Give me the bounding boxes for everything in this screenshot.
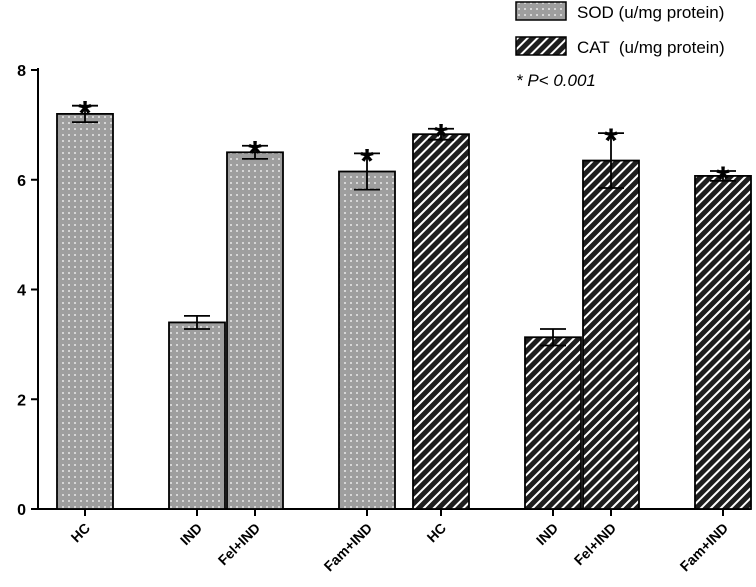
legend-swatch-sod (515, 1, 567, 21)
y-tick-label-4: 4 (17, 283, 26, 300)
x-tick-label-sod-2: Fel+IND (215, 520, 263, 568)
y-tick-label-6: 6 (17, 173, 26, 190)
significance-star-cat-3: * (716, 160, 730, 198)
bar-sod-hc (56, 113, 114, 510)
legend-item-sod: SOD (u/mg protein) (515, 1, 724, 22)
bar-sod-fam-ind (338, 170, 396, 510)
error-bar-sod-1 (184, 314, 210, 330)
bar-cat-fel-ind (582, 159, 640, 510)
error-bar-sod-0 (72, 104, 98, 124)
bar-sod-ind (168, 321, 226, 510)
bars: * * * * * * (56, 95, 752, 510)
x-tick-label-cat-1: IND (533, 520, 561, 548)
error-bar-cat-3 (710, 170, 736, 182)
bar-cat-hc (412, 133, 470, 510)
x-tick-label-sod-0: HC (67, 520, 93, 546)
legend-label-cat: CAT (u/mg protein) (577, 38, 725, 57)
legend-item-cat: CAT (u/mg protein) (515, 36, 725, 57)
legend: SOD (u/mg protein) CAT (u/mg protein) * … (515, 1, 725, 90)
error-bar-sod-2 (242, 144, 268, 160)
significance-star-sod-0: * (78, 95, 92, 133)
bar-sod-fel-ind (226, 151, 284, 510)
y-tick-label-8: 8 (17, 63, 26, 80)
y-tick-label-0: 0 (17, 502, 26, 519)
significance-star-sod-2: * (248, 135, 262, 173)
significance-note: * P< 0.001 (516, 71, 596, 90)
x-tick-label-cat-0: HC (423, 520, 449, 546)
legend-swatch-cat (515, 36, 567, 56)
x-tick-label-sod-1: IND (177, 520, 205, 548)
error-bar-cat-1 (540, 328, 566, 347)
error-bar-cat-0 (428, 127, 454, 141)
significance-star-cat-2: * (604, 122, 618, 160)
bar-cat-ind (524, 336, 582, 510)
y-tick-label-2: 2 (17, 392, 26, 409)
legend-label-sod: SOD (u/mg protein) (577, 3, 724, 22)
x-tick-label-cat-2: Fel+IND (571, 520, 619, 568)
x-tick-label-cat-3: Fam+IND (677, 520, 732, 575)
x-tick-label-sod-3: Fam+IND (321, 520, 376, 575)
significance-star-cat-0: * (434, 118, 448, 156)
error-bar-cat-2 (598, 132, 624, 189)
bar-cat-fam-ind (694, 175, 752, 510)
error-bar-sod-3 (354, 152, 380, 191)
significance-star-sod-3: * (360, 142, 374, 180)
